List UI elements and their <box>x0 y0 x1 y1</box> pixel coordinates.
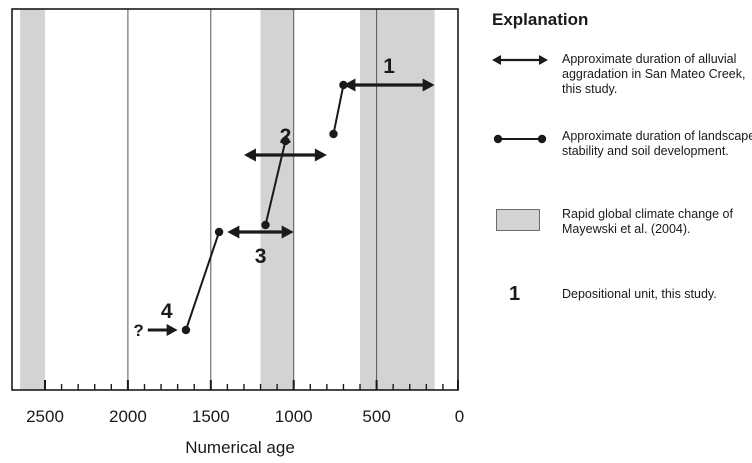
stability-start-dot <box>261 220 270 230</box>
legend-title: Explanation <box>492 10 589 29</box>
stability-start-dot <box>329 129 338 139</box>
climate-change-band <box>20 9 45 390</box>
legend-text-stability: Approximate duration of landscape stabil… <box>562 129 752 158</box>
reference-lines <box>127 9 378 390</box>
x-axis-tick-labels: 2500 2000 1500 1000 500 0 <box>26 407 464 426</box>
tick-label: 2500 <box>26 407 64 426</box>
stability-line <box>184 231 221 331</box>
aggradation-arrow-3: 3 <box>227 225 294 268</box>
arrow-head-right <box>422 78 435 92</box>
stability-start-dot <box>181 325 191 335</box>
unit-number-icon: 1 <box>509 283 521 305</box>
stability-end-dot <box>281 136 290 146</box>
stability-segment <box>329 80 348 139</box>
tick-label: 500 <box>362 407 390 426</box>
legend-text-unit: Depositional unit, this study. <box>562 287 717 301</box>
tick-label: 1000 <box>275 407 313 426</box>
double-arrow-icon <box>490 53 550 67</box>
arrow-head <box>166 324 178 336</box>
aggradation-arrow-4: ?4 <box>133 300 178 340</box>
climate-change-band <box>360 9 435 390</box>
tick-label: 0 <box>455 407 464 426</box>
stability-line <box>332 84 345 135</box>
x-axis-label: Numerical age <box>185 438 295 457</box>
arrow-head-left <box>227 225 240 239</box>
climate-change-band <box>260 9 294 390</box>
legend: Explanation Approximate duration of allu… <box>490 0 752 463</box>
timeline-chart: 2500 2000 1500 1000 500 0 Numerical age 123?4 <box>11 8 464 457</box>
unit-label: 3 <box>255 245 267 268</box>
arrow-head-left <box>243 148 256 162</box>
climate-change-bands <box>20 9 435 390</box>
gray-swatch-icon <box>496 209 540 231</box>
aggradation-arrows: 123?4 <box>133 55 435 340</box>
tick-label: 1500 <box>192 407 230 426</box>
tick-label: 2000 <box>109 407 147 426</box>
stability-end-dot <box>214 227 224 237</box>
unit-label: 4 <box>161 300 173 323</box>
legend-text-climate: Rapid global climate change of Mayewski … <box>562 207 733 236</box>
arrow-head-left <box>343 78 356 92</box>
x-axis-ticks <box>44 380 459 390</box>
aggradation-arrow-1: 1 <box>343 55 435 92</box>
arrow-head-right <box>281 225 294 239</box>
unit-label: 2 <box>280 125 292 148</box>
dumbbell-line-icon <box>490 132 550 146</box>
uncertain-start-mark: ? <box>133 321 143 340</box>
legend-text-aggradation: Approximate duration of alluvial aggrada… <box>562 52 746 96</box>
aggradation-arrow-2: 2 <box>243 125 327 162</box>
unit-label: 1 <box>383 55 395 78</box>
plot-frame <box>11 8 459 391</box>
stability-segment <box>181 227 224 335</box>
arrow-head-right <box>314 148 327 162</box>
